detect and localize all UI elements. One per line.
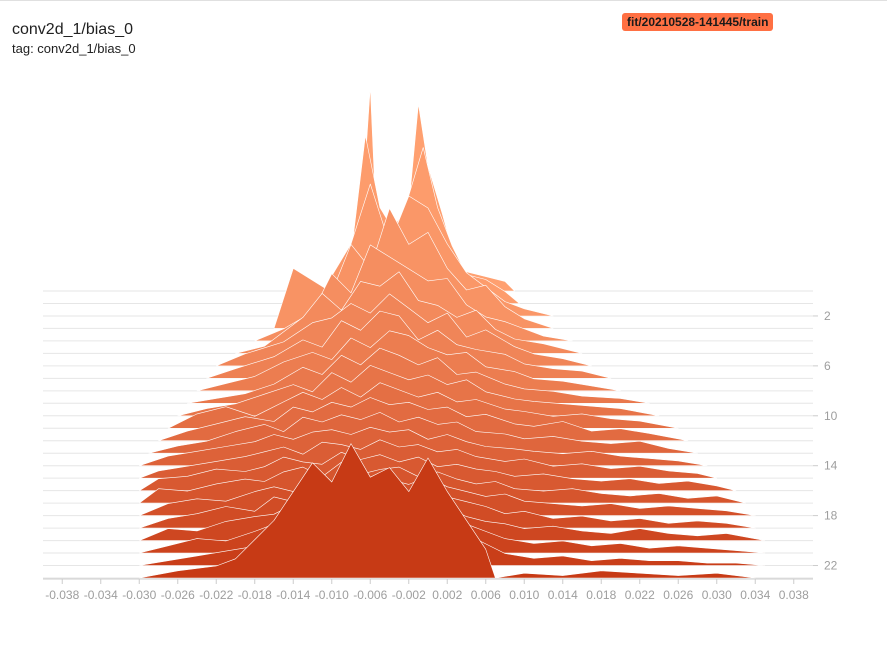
x-tick-label: 0.026 <box>663 588 693 602</box>
step-tick-label: 14 <box>824 459 838 473</box>
x-tick-label: -0.002 <box>392 588 426 602</box>
x-tick-label: -0.034 <box>84 588 118 602</box>
histogram-step-23[interactable] <box>139 443 756 579</box>
x-tick-label: -0.022 <box>199 588 233 602</box>
x-tick-label: 0.022 <box>625 588 655 602</box>
step-tick-label: 18 <box>824 509 838 523</box>
x-tick-label: 0.002 <box>432 588 462 602</box>
chart-title: conv2d_1/bias_0 <box>12 21 133 38</box>
x-tick-label: -0.038 <box>45 588 79 602</box>
x-tick-label: 0.014 <box>548 588 578 602</box>
step-axis: 2 6 10 14 18 22 <box>813 309 838 573</box>
step-tick-label: 22 <box>824 559 838 573</box>
x-tick-label: -0.018 <box>238 588 272 602</box>
x-tick-label: -0.026 <box>161 588 195 602</box>
run-badge[interactable]: fit/20210528-141445/train <box>622 13 774 31</box>
x-tick-label: 0.038 <box>779 588 809 602</box>
histogram-areas <box>139 86 766 579</box>
step-tick-label: 10 <box>824 409 838 423</box>
step-tick-label: 6 <box>824 359 831 373</box>
x-tick-label: -0.010 <box>315 588 349 602</box>
x-tick-label: 0.010 <box>509 588 539 602</box>
top-border <box>0 0 887 1</box>
x-tick-label: -0.006 <box>353 588 387 602</box>
x-axis: -0.038 -0.034 -0.030 -0.026 -0.022 -0.018 -0.0… <box>43 578 813 602</box>
x-tick-label: 0.018 <box>586 588 616 602</box>
step-tick-label: 2 <box>824 309 831 323</box>
x-tick-label: 0.030 <box>702 588 732 602</box>
x-tick-label: 0.006 <box>471 588 501 602</box>
x-tick-label: -0.014 <box>276 588 310 602</box>
x-tick-label: -0.030 <box>122 588 156 602</box>
chart-tag: tag: conv2d_1/bias_0 <box>12 41 136 56</box>
x-tick-label: 0.034 <box>740 588 770 602</box>
